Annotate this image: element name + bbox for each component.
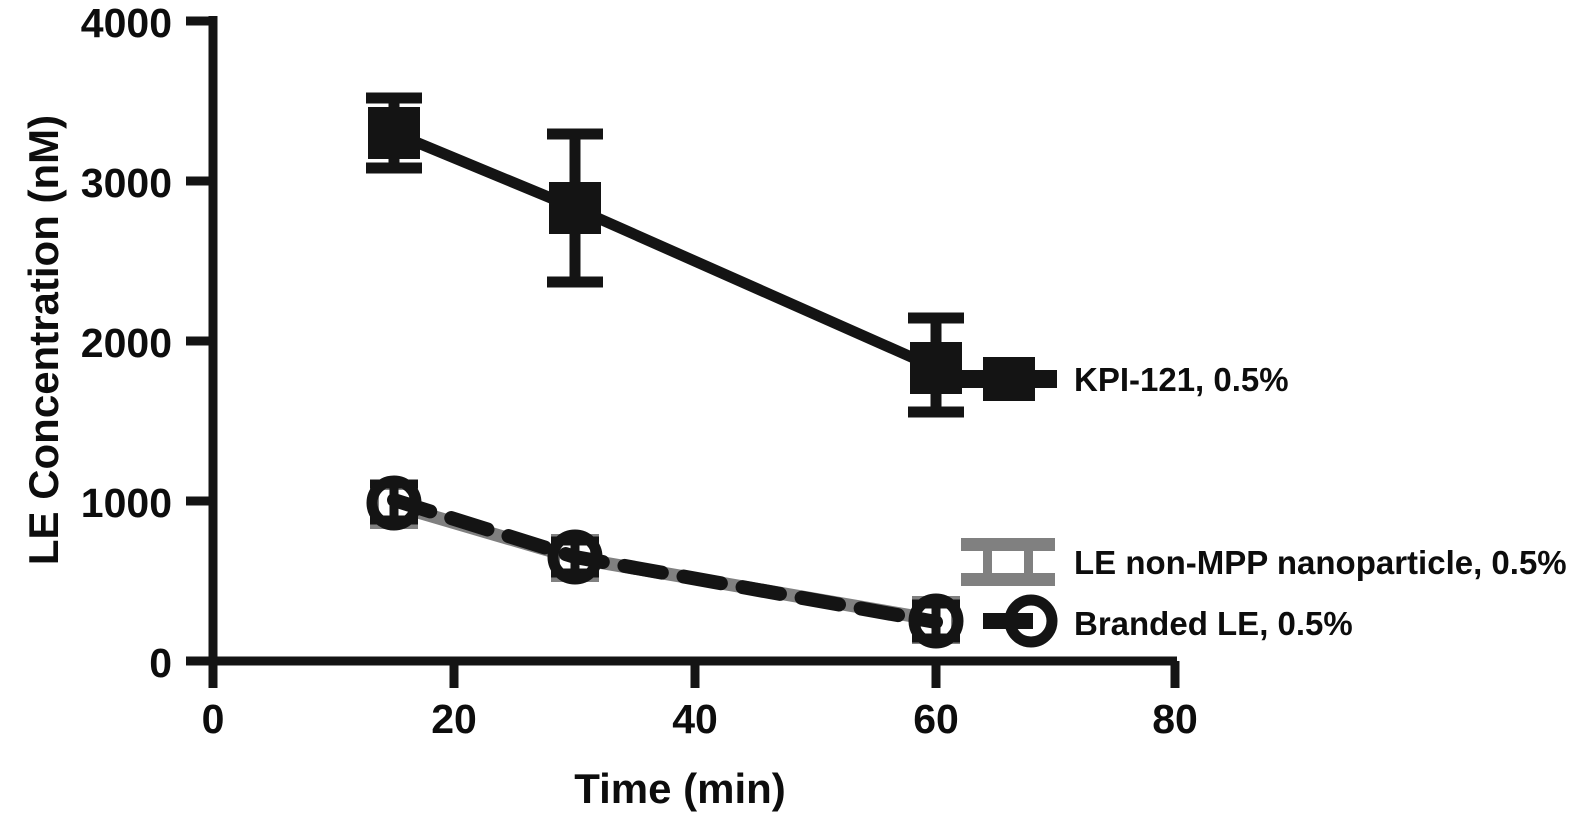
y-tick-label-0: 0 (149, 640, 172, 686)
marker-open-circle (908, 593, 964, 649)
open-circle-icon (983, 594, 1058, 648)
marker-filled-square (368, 107, 420, 159)
series-branded-le-markers (366, 475, 964, 649)
series-kpi-121-markers (368, 107, 962, 394)
legend-label-kpi-121: KPI-121, 0.5% (1074, 361, 1289, 398)
legend-label-le-non-mpp: LE non-MPP nanoparticle, 0.5% (1074, 544, 1567, 581)
series-le-non-mpp (370, 481, 960, 644)
series-branded-le (366, 475, 964, 649)
marker-filled-square (549, 182, 601, 234)
x-tick-label-20: 20 (431, 696, 477, 742)
legend-item-branded-le[interactable]: Branded LE, 0.5% (983, 594, 1353, 648)
legend-item-le-non-mpp[interactable]: LE non-MPP nanoparticle, 0.5% (961, 538, 1567, 586)
y-tick-label-3000: 3000 (81, 160, 172, 206)
legend: KPI-121, 0.5% LE non-MPP nanoparticle, 0… (961, 357, 1567, 648)
filled-square-icon (961, 357, 1057, 401)
y-tick-label-4000: 4000 (81, 0, 172, 46)
y-tick-label-2000: 2000 (81, 320, 172, 366)
series-le-non-mpp-markers (370, 481, 960, 644)
y-tick-label-1000: 1000 (81, 480, 172, 526)
legend-item-kpi-121[interactable]: KPI-121, 0.5% (961, 357, 1289, 401)
marker-filled-square (910, 342, 962, 394)
marker-open-circle (547, 529, 603, 585)
axes-group (186, 16, 1180, 688)
series-kpi-121-errorbars (366, 92, 964, 418)
x-tick-labels: 0 20 40 60 80 (202, 696, 1198, 742)
y-axis-title: LE Concentration (nM) (20, 115, 67, 565)
y-tick-labels: 4000 3000 2000 1000 0 (81, 0, 172, 686)
x-axis-title: Time (min) (574, 765, 786, 812)
marker-open-circle (366, 475, 422, 531)
open-square-icon (961, 538, 1055, 586)
x-tick-label-60: 60 (913, 696, 959, 742)
x-tick-label-80: 80 (1152, 696, 1198, 742)
x-tick-label-40: 40 (672, 696, 718, 742)
series-kpi-121-line (391, 127, 939, 374)
x-tick-label-0: 0 (202, 696, 225, 742)
legend-label-branded-le: Branded LE, 0.5% (1074, 605, 1353, 642)
series-kpi-121 (366, 92, 964, 418)
